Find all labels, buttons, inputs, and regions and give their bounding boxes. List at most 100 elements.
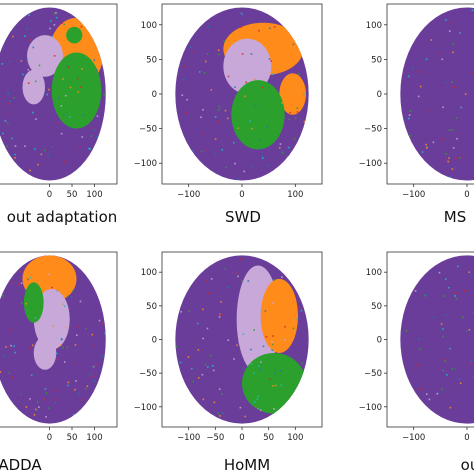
x-tick-label: 0 xyxy=(47,433,52,443)
scatter-point xyxy=(37,163,39,166)
scatter-point xyxy=(272,335,274,337)
scatter-point xyxy=(268,58,271,60)
scatter-point xyxy=(443,359,446,361)
scatter-point xyxy=(281,152,284,154)
scatter-point xyxy=(51,286,54,289)
scatter-point xyxy=(283,338,286,341)
scatter-point xyxy=(50,20,52,22)
scatter-point xyxy=(218,388,221,390)
scatter-point xyxy=(227,286,230,289)
scatter-point xyxy=(239,406,242,409)
scatter-point xyxy=(86,114,88,116)
scatter-point xyxy=(93,380,96,382)
scatter-point xyxy=(185,111,188,114)
scatter-point xyxy=(5,346,7,348)
scatter-point xyxy=(73,413,75,416)
y-tick-label: −100 xyxy=(134,403,157,413)
x-tick-label: 100 xyxy=(287,190,303,200)
scatter-point xyxy=(23,35,26,38)
scatter-point xyxy=(246,310,249,312)
scatter-point xyxy=(219,415,221,417)
scatter-point xyxy=(28,48,31,51)
scatter-point xyxy=(220,393,223,395)
scatter-point xyxy=(442,335,444,338)
scatter-point xyxy=(414,290,417,292)
scatter-point xyxy=(222,412,224,415)
scatter-point xyxy=(81,68,83,70)
scatter-point xyxy=(451,368,454,370)
scatter-point xyxy=(26,57,29,60)
scatter-point xyxy=(179,361,182,364)
scatter-point xyxy=(211,365,214,367)
scatter-point xyxy=(67,384,69,387)
scatter-point xyxy=(6,122,9,125)
scatter-point xyxy=(55,399,57,401)
scatter-point xyxy=(218,316,221,318)
x-tick-label: 100 xyxy=(287,433,303,443)
scatter-point xyxy=(82,114,85,116)
scatter-point xyxy=(272,73,274,76)
y-tick-label: −50 xyxy=(364,125,382,135)
scatter-point xyxy=(260,148,262,150)
scatter-point xyxy=(273,278,275,281)
scatter-point xyxy=(250,363,253,365)
x-tick-label: 50 xyxy=(263,433,274,443)
scatter-point xyxy=(24,145,26,147)
scatter-point xyxy=(308,87,309,90)
scatter-point xyxy=(417,338,420,340)
scatter-point xyxy=(53,24,56,26)
scatter-point xyxy=(1,63,4,65)
scatter-point xyxy=(32,111,34,114)
scatter-point xyxy=(96,69,98,72)
x-tick-label: 50 xyxy=(67,433,78,443)
scatter-point xyxy=(454,295,456,297)
scatter-point xyxy=(294,117,297,120)
scatter-point xyxy=(293,137,296,140)
scatter-point xyxy=(430,39,433,41)
scatter-point xyxy=(51,323,54,325)
scatter-point xyxy=(458,32,461,34)
cluster-orange xyxy=(279,73,306,115)
scatter-point xyxy=(47,154,49,157)
scatter-point xyxy=(253,372,255,375)
y-tick-label: −50 xyxy=(139,125,157,135)
scatter-point xyxy=(292,327,295,330)
scatter-point xyxy=(58,97,60,100)
scatter-point xyxy=(28,14,30,17)
x-tick-label: 100 xyxy=(86,190,102,200)
panel-6: −100 0 100 50 0 −50 −100 ou xyxy=(359,251,474,474)
scatter-point xyxy=(268,378,271,380)
scatter-point xyxy=(451,168,454,170)
scatter-point xyxy=(224,267,227,270)
scatter-point xyxy=(192,380,194,383)
scatter-point xyxy=(7,92,10,95)
scatter-point xyxy=(438,271,441,274)
scatter-point xyxy=(63,361,66,363)
scatter-point xyxy=(419,388,422,391)
scatter-point xyxy=(101,322,104,325)
panel-caption: SWD xyxy=(225,208,261,226)
scatter-point xyxy=(90,135,93,137)
cluster-green xyxy=(51,52,102,129)
y-tick-label: 50 xyxy=(146,302,157,312)
y-tick-label: −50 xyxy=(364,369,382,379)
scatter-point xyxy=(6,145,8,148)
scatter-point xyxy=(203,72,206,74)
scatter-point xyxy=(442,106,444,109)
scatter-point xyxy=(449,406,452,409)
scatter-point xyxy=(77,91,80,93)
y-tick-label: 0 xyxy=(152,336,157,346)
scatter-point xyxy=(218,120,220,123)
scatter-point xyxy=(48,88,50,91)
scatter-point xyxy=(442,328,444,330)
scatter-point xyxy=(76,334,78,336)
scatter-point xyxy=(66,295,69,298)
scatter-point xyxy=(29,398,31,400)
scatter-point xyxy=(455,157,458,160)
scatter-point xyxy=(440,323,443,325)
scatter-point xyxy=(280,384,283,386)
scatter-point xyxy=(301,362,303,364)
scatter-point xyxy=(258,114,260,117)
scatter-point xyxy=(196,322,199,325)
cluster-green xyxy=(231,80,285,150)
